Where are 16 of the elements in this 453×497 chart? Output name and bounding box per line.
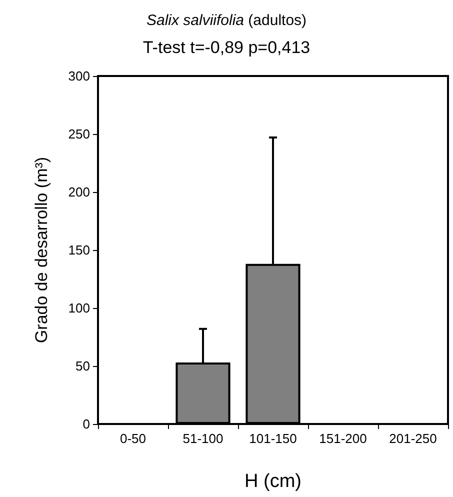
x-tick-label: 151-200 <box>319 431 367 446</box>
y-axis-title: Grado de desarrollo (m³) <box>32 156 51 344</box>
y-tick-label: 300 <box>68 68 90 84</box>
y-tick-label: 200 <box>68 184 90 200</box>
x-tick-label: 101-150 <box>249 431 297 446</box>
y-tick-label: 0 <box>82 416 90 432</box>
x-tick-label: 0-50 <box>120 431 146 446</box>
y-tick-label: 100 <box>68 300 90 316</box>
y-tick-label: 50 <box>76 358 90 374</box>
y-tick-label: 150 <box>68 242 90 258</box>
x-axis-title: H (cm) <box>244 471 302 492</box>
chart-subtitle: T-test t=-0,89 p=0,413 <box>142 38 310 57</box>
y-tick-label: 250 <box>68 126 90 142</box>
x-tick-label: 201-250 <box>389 431 437 446</box>
x-tick-label: 51-100 <box>182 431 224 446</box>
chart-title: Salix salviifolia (adultos) <box>146 12 307 29</box>
